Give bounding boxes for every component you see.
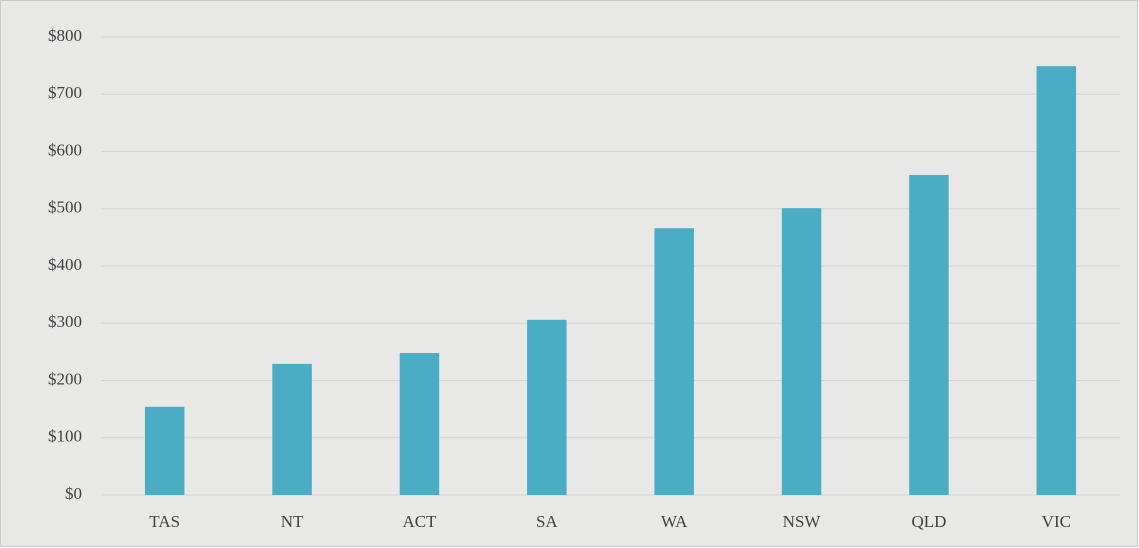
bar: [527, 319, 567, 495]
x-tick-label: TAS: [149, 512, 180, 531]
y-tick-label: $400: [48, 255, 82, 274]
bar: [781, 208, 822, 496]
bar: [399, 353, 440, 495]
y-tick-label: $600: [48, 140, 82, 159]
bar: [654, 228, 694, 495]
x-tick-label: ACT: [402, 512, 437, 531]
y-tick-label: $300: [48, 312, 82, 331]
x-tick-label: WA: [661, 512, 688, 531]
x-tick-label: NSW: [783, 512, 822, 531]
y-tick-label: $800: [48, 26, 82, 45]
x-tick-label: NT: [281, 512, 304, 531]
y-tick-label: $200: [48, 369, 82, 388]
y-tick-label: $100: [48, 427, 82, 446]
y-tick-label: $0: [65, 484, 82, 503]
y-tick-label: $700: [48, 83, 82, 102]
bar: [909, 174, 949, 495]
y-tick-label: $500: [48, 198, 82, 217]
bar: [144, 406, 185, 495]
bar: [1036, 66, 1077, 495]
x-tick-label: VIC: [1042, 512, 1071, 531]
x-tick-label: QLD: [911, 512, 946, 531]
bar: [272, 363, 312, 495]
x-tick-label: SA: [536, 512, 558, 531]
